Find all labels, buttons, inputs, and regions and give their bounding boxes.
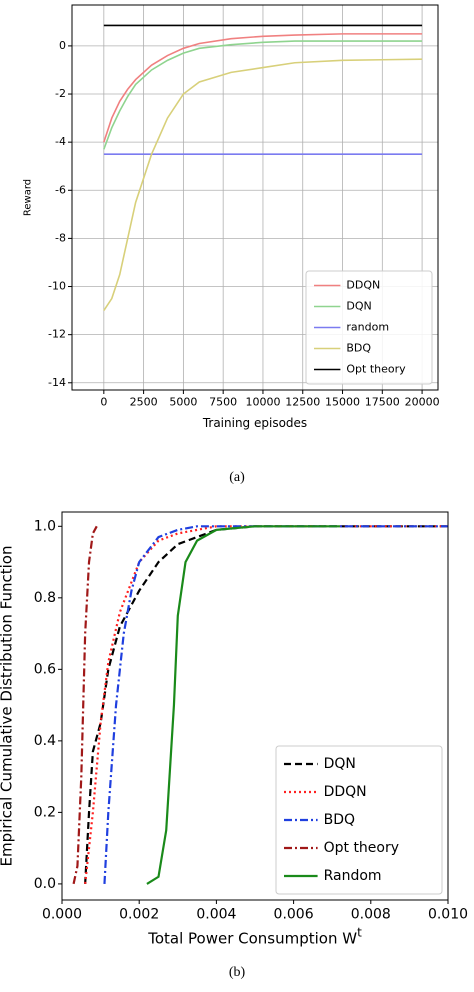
legend-label: Opt theory bbox=[324, 840, 399, 856]
x-tick-label: 0.010 bbox=[428, 906, 468, 922]
legend-label: DQN bbox=[346, 300, 371, 313]
y-tick-label: 0.8 bbox=[34, 590, 56, 606]
x-axis-label-sup: t bbox=[357, 925, 362, 939]
y-tick-label: -4 bbox=[55, 135, 66, 148]
series-line bbox=[103, 525, 448, 884]
plot-frame bbox=[71, 4, 439, 391]
x-tick-label: 17500 bbox=[365, 396, 400, 409]
y-tick-label: -6 bbox=[55, 183, 66, 196]
x-tick-label: 12500 bbox=[285, 396, 320, 409]
y-tick-label: -12 bbox=[48, 328, 66, 341]
series-line bbox=[146, 525, 340, 885]
y-tick-label: 0.4 bbox=[34, 733, 56, 749]
legend-label: BDQ bbox=[346, 342, 371, 355]
legend-box bbox=[275, 745, 443, 895]
y-tick-label: 0.2 bbox=[34, 804, 56, 820]
y-tick-label: -14 bbox=[48, 376, 66, 389]
legend-label: Random bbox=[324, 868, 382, 884]
x-tick-label: 10000 bbox=[245, 396, 280, 409]
legend-label: BDQ bbox=[324, 812, 355, 828]
series-line bbox=[84, 525, 448, 885]
x-tick-label: 0.002 bbox=[119, 906, 159, 922]
x-tick-label: 0 bbox=[100, 396, 107, 409]
x-axis-label: Training episodes bbox=[202, 415, 307, 429]
x-tick-label: 0.008 bbox=[351, 906, 391, 922]
x-axis-label-text: Training episodes bbox=[202, 415, 307, 429]
x-tick-label: 0.000 bbox=[42, 906, 82, 922]
legend-label: DQN bbox=[324, 756, 356, 772]
legend-label: DDQN bbox=[324, 784, 367, 800]
series-line bbox=[72, 525, 98, 885]
series-line bbox=[103, 58, 423, 312]
y-tick-label: 1.0 bbox=[34, 518, 56, 534]
x-tick-label: 15000 bbox=[325, 396, 360, 409]
x-tick-label: 7500 bbox=[209, 396, 237, 409]
x-tick-label: 0.004 bbox=[196, 906, 236, 922]
caption: (a) bbox=[229, 470, 245, 485]
x-tick-label: 5000 bbox=[169, 396, 197, 409]
legend-box bbox=[305, 270, 433, 385]
y-tick-label: -10 bbox=[48, 280, 66, 293]
series-line bbox=[103, 40, 423, 150]
y-tick-label: 0.0 bbox=[34, 876, 56, 892]
plot-frame bbox=[61, 511, 449, 901]
x-tick-label: 20000 bbox=[405, 396, 440, 409]
legend-label: random bbox=[346, 321, 389, 334]
y-tick-label: 0 bbox=[59, 39, 66, 52]
y-tick-label: -2 bbox=[55, 87, 66, 100]
y-axis-label: Empirical Cumulative Distribution Functi… bbox=[0, 546, 16, 867]
y-axis-label: Reward bbox=[23, 179, 34, 216]
x-axis-label-text: Total Power Consumption W bbox=[147, 929, 357, 947]
x-tick-label: 0.006 bbox=[274, 906, 314, 922]
x-axis-label: Total Power Consumption Wt bbox=[147, 925, 362, 947]
legend-label: Opt theory bbox=[346, 363, 406, 376]
legend-label: DDQN bbox=[346, 279, 380, 292]
y-tick-label: -8 bbox=[55, 231, 66, 244]
caption: (b) bbox=[229, 965, 246, 980]
y-tick-label: 0.6 bbox=[34, 661, 56, 677]
x-tick-label: 2500 bbox=[130, 396, 158, 409]
series-line bbox=[103, 33, 423, 143]
